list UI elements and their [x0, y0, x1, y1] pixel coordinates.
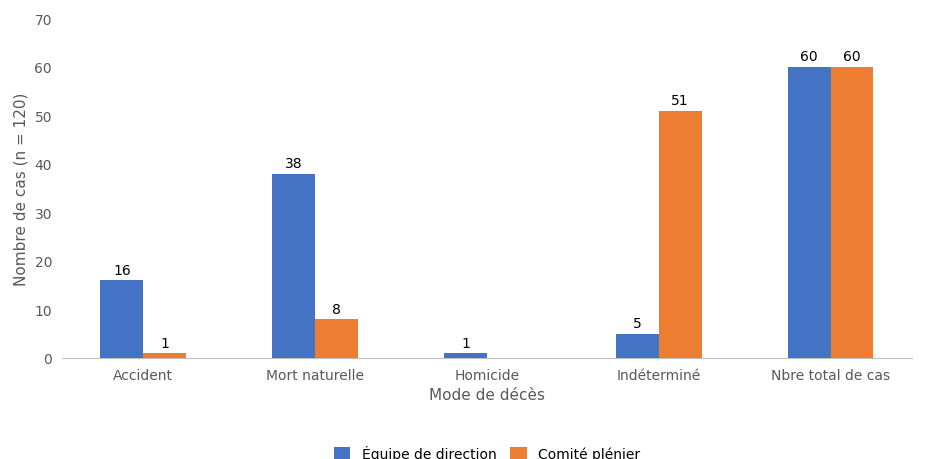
Text: 1: 1: [461, 336, 469, 350]
Text: 38: 38: [285, 157, 303, 171]
Bar: [272, 174, 315, 358]
Bar: [831, 68, 873, 358]
Bar: [658, 111, 702, 358]
Bar: [616, 334, 658, 358]
X-axis label: Mode de décès: Mode de décès: [429, 387, 545, 402]
Text: 60: 60: [844, 50, 861, 64]
Text: 8: 8: [332, 302, 341, 316]
Bar: [444, 353, 487, 358]
Text: 5: 5: [632, 316, 642, 330]
Bar: [315, 319, 358, 358]
Text: 51: 51: [671, 94, 689, 108]
Text: 60: 60: [800, 50, 818, 64]
Legend: Équipe de direction, Comité plénier: Équipe de direction, Comité plénier: [328, 439, 645, 459]
Bar: [144, 353, 186, 358]
Y-axis label: Nombre de cas (n = 120): Nombre de cas (n = 120): [14, 92, 29, 285]
Text: 16: 16: [113, 263, 131, 277]
Text: 1: 1: [160, 336, 169, 350]
Bar: [100, 280, 144, 358]
Bar: [788, 68, 831, 358]
